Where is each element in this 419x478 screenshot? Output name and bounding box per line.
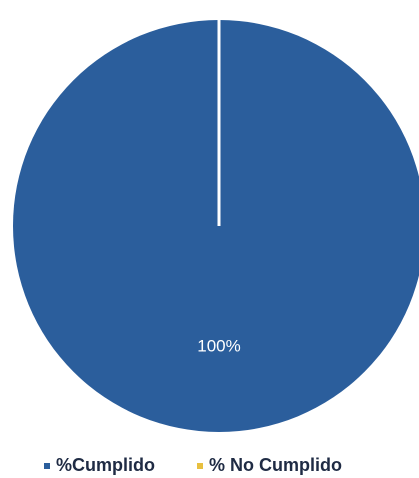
- legend-label-no-cumplido: % No Cumplido: [209, 455, 342, 475]
- legend-label-cumplido: %Cumplido: [56, 455, 155, 475]
- legend: %Cumplido % No Cumplido: [44, 455, 384, 476]
- data-label-cumplido: 100%: [197, 336, 240, 355]
- pie-slice-cumplido: [13, 20, 419, 432]
- legend-swatch-cumplido: [44, 462, 50, 469]
- legend-item-no-cumplido: % No Cumplido: [197, 455, 342, 476]
- pie-slices: [13, 20, 419, 432]
- legend-item-cumplido: %Cumplido: [44, 455, 155, 476]
- pie-data-labels: 100%: [197, 336, 240, 355]
- legend-swatch-no-cumplido: [197, 462, 203, 469]
